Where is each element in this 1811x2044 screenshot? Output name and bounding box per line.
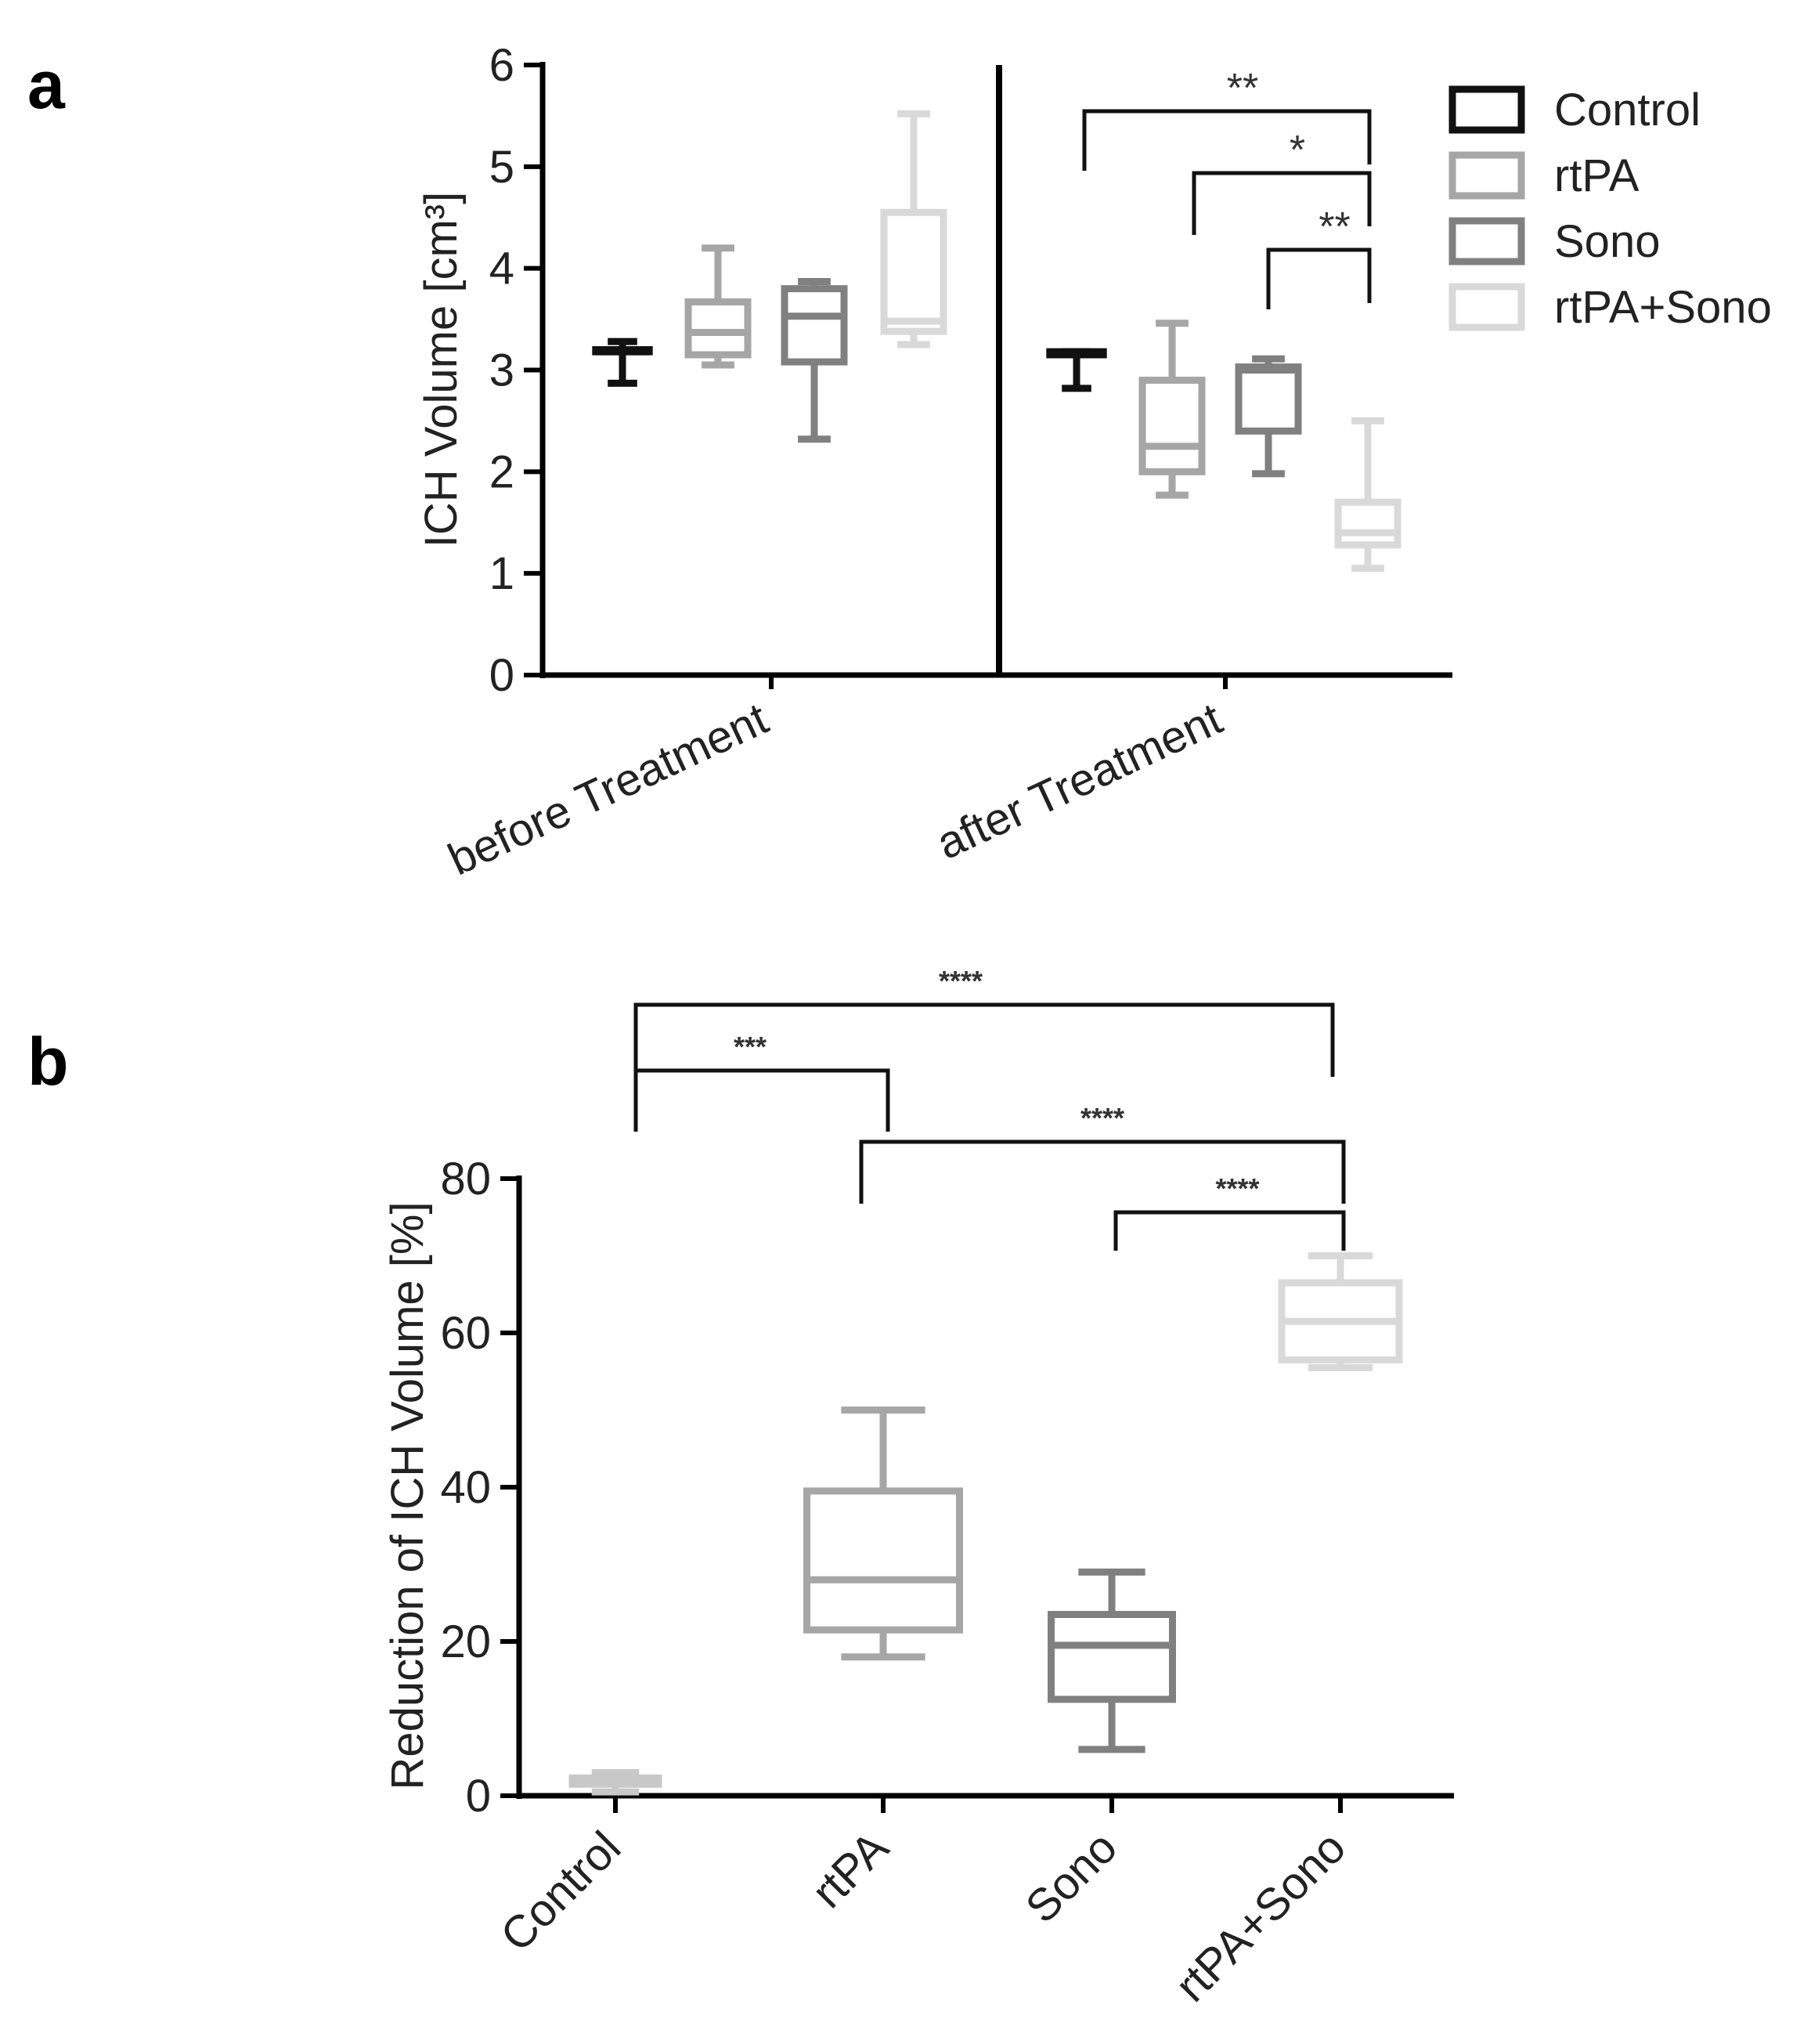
panel-a-legend: Control rtPA Sono rtPA+Sono xyxy=(1448,85,1772,333)
panel-b-y-axis: 0 20 40 60 80 xyxy=(440,1154,522,1822)
box-control xyxy=(592,338,653,387)
legend-label: Sono xyxy=(1554,216,1660,267)
legend-swatch xyxy=(1448,217,1525,265)
legend-swatch xyxy=(1448,85,1525,134)
panel-letter-b: b xyxy=(27,1024,69,1100)
box-iqr xyxy=(1138,376,1206,475)
box-sono xyxy=(1235,355,1302,478)
panel-a-y-axis: 0 1 2 3 4 5 6 xyxy=(489,40,546,701)
y-tick-label: 0 xyxy=(489,650,514,701)
significance-label: ** xyxy=(1319,204,1350,250)
box-sono xyxy=(1048,1568,1176,1753)
legend-entry: Control xyxy=(1448,85,1701,135)
legend-entry: rtPA+Sono xyxy=(1448,282,1772,333)
panel-letter-a: a xyxy=(27,48,66,123)
box-iqr xyxy=(1048,1611,1176,1703)
y-tick-label: 60 xyxy=(440,1308,491,1359)
significance-bracket: *** xyxy=(633,1031,890,1132)
panel-b-significance: *************** xyxy=(633,965,1346,1251)
panel-a-y-axis-label: ICH Volume [cm³] xyxy=(416,192,467,547)
box-iqr xyxy=(880,208,947,335)
legend-label: Control xyxy=(1554,85,1701,135)
box-control xyxy=(1046,348,1107,392)
box-rtpa-sono xyxy=(880,110,947,348)
panel-a-significance: ***** xyxy=(1082,66,1372,309)
y-tick-label: 4 xyxy=(489,244,514,294)
significance-label: **** xyxy=(1215,1172,1259,1204)
legend-swatch xyxy=(1448,151,1525,200)
box-sono xyxy=(781,278,848,443)
y-tick-label: 5 xyxy=(489,142,514,193)
y-tick-label: 20 xyxy=(440,1616,491,1667)
box-rtpa xyxy=(684,244,752,369)
significance-label: **** xyxy=(1080,1102,1124,1134)
y-tick-label: 40 xyxy=(440,1462,491,1513)
legend-swatch xyxy=(1448,283,1525,331)
box-rtpa-sono xyxy=(1334,417,1402,572)
legend-entry: Sono xyxy=(1448,216,1660,267)
box-rtpa xyxy=(803,1407,963,1661)
significance-bracket: **** xyxy=(633,965,1335,1132)
legend-label: rtPA xyxy=(1554,150,1640,201)
significance-label: ** xyxy=(1227,66,1258,111)
y-tick-label: 0 xyxy=(466,1771,491,1822)
significance-bracket: **** xyxy=(859,1102,1346,1204)
box-iqr xyxy=(781,285,848,366)
legend-entry: rtPA xyxy=(1448,150,1640,201)
y-tick-label: 1 xyxy=(489,548,514,599)
panel-b-y-axis-label: Reduction of ICH Volume [%] xyxy=(382,1201,433,1789)
significance-label: * xyxy=(1290,128,1305,173)
box-control xyxy=(568,1768,662,1796)
significance-label: *** xyxy=(734,1031,767,1063)
significance-bracket: **** xyxy=(1113,1172,1346,1251)
y-tick-label: 2 xyxy=(489,446,514,497)
significance-label: **** xyxy=(939,965,983,997)
y-tick-label: 3 xyxy=(489,345,514,396)
significance-bracket: ** xyxy=(1266,204,1372,309)
box-rtpa-sono xyxy=(1278,1252,1403,1371)
significance-bracket: ** xyxy=(1082,66,1372,171)
panel-b-boxes xyxy=(568,1252,1403,1796)
box-iqr xyxy=(803,1487,963,1634)
box-iqr xyxy=(684,298,752,359)
significance-bracket: * xyxy=(1192,128,1372,235)
y-tick-label: 80 xyxy=(440,1154,491,1204)
box-iqr xyxy=(1334,498,1402,549)
legend-label: rtPA+Sono xyxy=(1554,282,1772,333)
y-tick-label: 6 xyxy=(489,40,514,91)
box-rtpa xyxy=(1138,320,1206,499)
panel-a-boxes xyxy=(592,110,1402,572)
